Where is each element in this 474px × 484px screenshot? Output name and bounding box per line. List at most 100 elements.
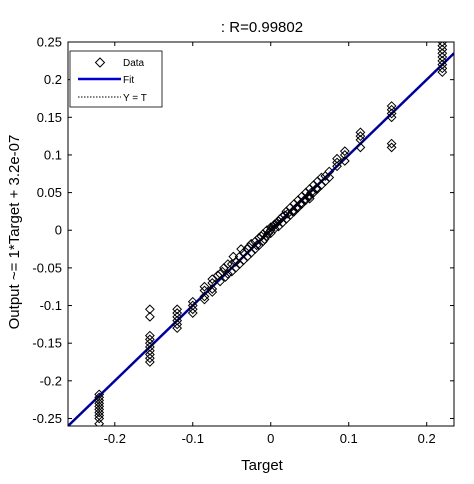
- data-point: [258, 236, 268, 247]
- data-point: [339, 150, 350, 160]
- data-point: [187, 296, 198, 307]
- y-tick-label: 0.2: [44, 72, 62, 87]
- data-point: [261, 231, 272, 242]
- ticks-layer: -0.2 -0.1 0 0.1 0.2 -0.25 -0.2 -0.15 -0.1 -0.05 0 0…: [32, 35, 454, 446]
- data-point: [355, 142, 366, 153]
- data-point: [222, 259, 233, 270]
- data-point: [144, 345, 155, 356]
- data-point: [291, 202, 302, 213]
- data-point: [437, 67, 448, 78]
- data-point: [386, 108, 397, 119]
- data-point: [172, 319, 183, 330]
- x-tick-label: -0.1: [182, 431, 204, 446]
- data-point: [259, 234, 270, 245]
- data-point: [94, 413, 105, 424]
- data-point: [304, 193, 315, 204]
- data-point: [144, 311, 155, 322]
- data-point: [199, 291, 210, 302]
- y-tick-label: -0.2: [40, 373, 62, 388]
- y-tick-label: -0.05: [32, 260, 62, 275]
- x-tick-label: -0.2: [104, 431, 126, 446]
- data-point: [226, 266, 237, 277]
- data-point: [199, 294, 210, 305]
- data-point: [386, 101, 397, 111]
- data-point: [94, 407, 105, 418]
- data-point: [172, 308, 183, 318]
- data-point: [316, 180, 327, 190]
- data-point: [339, 156, 350, 166]
- data-point: [144, 349, 155, 360]
- data-point: [437, 52, 448, 62]
- data-point: [219, 262, 229, 273]
- data-point: [324, 172, 335, 183]
- data-point: [312, 183, 323, 194]
- data-point: [287, 206, 298, 217]
- data-point: [234, 259, 245, 270]
- data-point: [187, 300, 198, 311]
- data-point: [311, 183, 321, 194]
- y-tick-label: -0.15: [32, 336, 62, 351]
- data-point: [297, 198, 307, 209]
- legend-label-data: Data: [123, 58, 145, 69]
- data-point: [300, 195, 311, 206]
- data-point: [289, 206, 300, 217]
- data-point: [230, 262, 241, 273]
- data-point: [222, 268, 233, 279]
- data-point: [285, 210, 296, 221]
- data-point: [172, 304, 183, 315]
- data-point: [199, 281, 210, 292]
- data-point: [437, 44, 448, 55]
- y-tick-label: 0.05: [37, 185, 62, 200]
- data-point: [437, 48, 448, 59]
- data-point: [277, 217, 288, 228]
- data-point: [386, 112, 397, 123]
- data-point: [386, 104, 397, 115]
- y-tick-label: 0: [55, 223, 62, 238]
- y-tick-label: 0.25: [37, 35, 62, 50]
- data-point: [386, 142, 397, 153]
- data-point: [172, 315, 183, 326]
- data-point: [437, 55, 448, 66]
- data-point: [207, 284, 218, 294]
- data-point: [437, 42, 448, 47]
- data-point: [281, 214, 292, 224]
- data-point: [273, 221, 284, 232]
- legend-data-marker: [94, 57, 106, 68]
- data-point: [332, 153, 342, 164]
- data-point: [144, 334, 155, 345]
- data-point: [94, 418, 105, 426]
- data-point: [172, 311, 183, 322]
- data-point: [144, 304, 155, 315]
- data-point: [437, 63, 448, 74]
- data-point: [207, 274, 218, 285]
- data-point: [295, 198, 306, 209]
- x-tick-label: 0.2: [418, 431, 436, 446]
- data-point: [437, 42, 448, 51]
- data-point: [339, 146, 350, 157]
- data-point: [332, 161, 342, 172]
- data-point: [144, 330, 155, 341]
- data-point: [254, 240, 264, 251]
- data-point: [261, 225, 272, 236]
- data-point: [324, 166, 335, 177]
- x-tick-label: 0.1: [340, 431, 358, 446]
- data-point: [220, 272, 231, 282]
- data-point: [269, 223, 280, 234]
- data-point: [332, 157, 342, 168]
- x-axis-label: Target: [241, 457, 284, 474]
- x-tick-label: 0: [267, 431, 274, 446]
- y-tick-label: 0.15: [37, 110, 62, 125]
- data-point: [144, 342, 155, 352]
- data-point: [187, 308, 198, 318]
- data-point: [263, 228, 274, 239]
- data-point: [144, 338, 155, 349]
- data-point: [207, 287, 218, 297]
- data-point: [246, 247, 257, 258]
- data-point: [308, 187, 319, 198]
- data-point: [437, 59, 448, 70]
- data-point: [320, 176, 331, 187]
- legend: Data Fit Y = T: [69, 50, 163, 108]
- y-tick-label: -0.25: [32, 411, 62, 426]
- data-point: [386, 138, 397, 149]
